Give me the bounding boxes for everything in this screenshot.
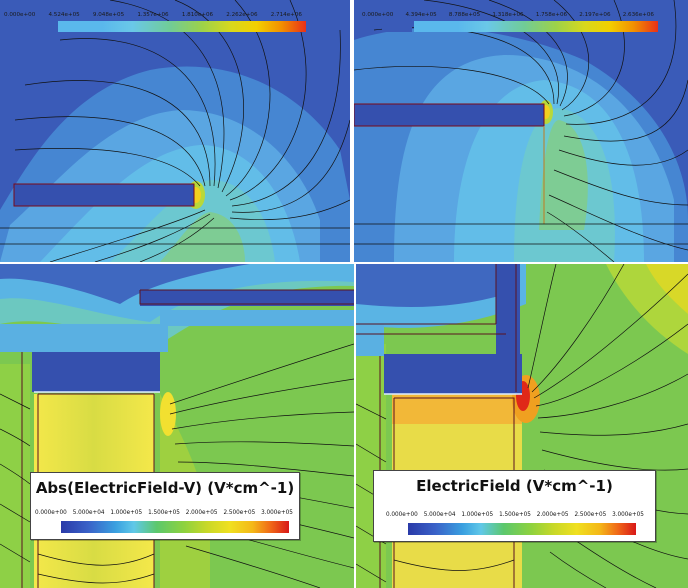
field-plot-top-right xyxy=(354,0,688,262)
panel-top-right: 0.000e+00 4.394e+05 8.788e+05 1.318e+06 … xyxy=(354,0,688,262)
legend-title: Abs(ElectricField-V) (V*cm^-1) xyxy=(35,479,295,497)
scale-label: 1.758e+06 xyxy=(535,12,568,18)
legend-label: 1.000e+05 xyxy=(461,512,494,518)
scale-label: 0.000e+00 xyxy=(4,12,36,18)
color-scale-bar xyxy=(58,21,306,32)
panel-divider xyxy=(0,262,688,264)
field-plot-top-left xyxy=(0,0,350,262)
scale-label: 2.262e+06 xyxy=(226,12,258,18)
legend-label: 2.000e+05 xyxy=(536,512,569,518)
legend-tick-labels: 0.000e+00 5.000e+04 1.000e+05 1.500e+05 … xyxy=(35,510,293,516)
legend-label: 3.000e+05 xyxy=(612,512,644,518)
panel-divider xyxy=(350,0,354,262)
legend-label: 2.500e+05 xyxy=(223,510,256,516)
legend-label: 2.000e+05 xyxy=(185,510,218,516)
panel-divider xyxy=(354,264,356,588)
legend-label: 1.500e+05 xyxy=(499,512,531,518)
legend-box: ElectricField (V*cm^-1) 0.000e+00 5.000e… xyxy=(373,470,656,542)
legend-tick-labels: 0.000e+00 5.000e+04 1.000e+05 1.500e+05 … xyxy=(386,512,644,518)
scale-label: 1.810e+06 xyxy=(181,12,214,18)
scale-label: 4.524e+05 xyxy=(48,12,80,18)
scale-label: 2.636e+06 xyxy=(622,12,654,18)
scale-tick-labels: 0.000e+00 4.524e+05 9.048e+05 1.357e+06 … xyxy=(4,12,302,18)
scale-tick-labels: 0.000e+00 4.394e+05 8.788e+05 1.318e+06 … xyxy=(362,12,654,18)
scale-label: 4.394e+05 xyxy=(405,12,437,18)
legend-label: 0.000e+00 xyxy=(35,510,67,516)
legend-label: 1.500e+05 xyxy=(148,510,180,516)
legend-label: 0.000e+00 xyxy=(386,512,418,518)
legend-label: 5.000e+04 xyxy=(423,512,456,518)
scale-label: 0.000e+00 xyxy=(362,12,394,18)
legend-title: ElectricField (V*cm^-1) xyxy=(416,477,613,495)
color-scale-bar xyxy=(414,21,658,32)
scale-label: 8.788e+05 xyxy=(448,12,481,18)
legend-box: Abs(ElectricField-V) (V*cm^-1) 0.000e+00… xyxy=(30,472,300,540)
scale-label: 1.357e+06 xyxy=(137,12,169,18)
scale-low-swatch xyxy=(382,21,412,32)
scale-label: 2.197e+06 xyxy=(579,12,611,18)
panel-bottom-right: ElectricField (V*cm^-1) 0.000e+00 5.000e… xyxy=(356,264,688,588)
scale-label: 1.318e+06 xyxy=(492,12,524,18)
scale-label: 2.714e+06 xyxy=(270,12,302,18)
legend-label: 5.000e+04 xyxy=(72,510,105,516)
legend-color-bar xyxy=(408,523,636,535)
legend-color-bar xyxy=(61,521,289,533)
legend-label: 1.000e+05 xyxy=(110,510,143,516)
legend-label: 3.000e+05 xyxy=(261,510,293,516)
panel-bottom-left: Abs(ElectricField-V) (V*cm^-1) 0.000e+00… xyxy=(0,264,354,588)
panel-top-left: 0.000e+00 4.524e+05 9.048e+05 1.357e+06 … xyxy=(0,0,350,262)
scale-low-swatch xyxy=(27,21,57,32)
scale-label: 9.048e+05 xyxy=(92,12,125,18)
legend-label: 2.500e+05 xyxy=(574,512,607,518)
